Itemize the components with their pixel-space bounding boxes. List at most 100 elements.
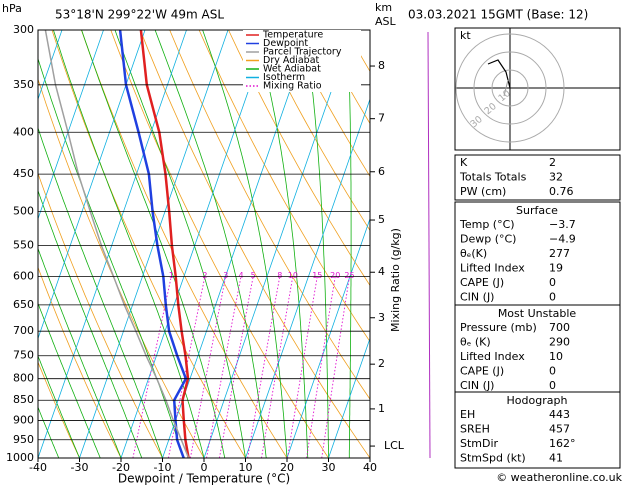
wet-adiabat	[369, 443, 370, 458]
y-tick-label: 750	[13, 349, 34, 362]
x-tick-label: 40	[363, 461, 377, 474]
row-label: θₑ(K)	[460, 247, 487, 260]
mixing-ratio-line	[321, 276, 350, 458]
km-label: km	[375, 1, 392, 14]
km-tick-label: 3	[378, 311, 385, 324]
row-value: 0	[549, 276, 556, 289]
lcl-label: LCL	[384, 439, 405, 452]
storm-motion	[503, 79, 509, 97]
wet-adiabat	[38, 406, 60, 458]
row-value: −3.7	[549, 218, 576, 231]
row-label: StmDir	[460, 437, 499, 450]
row-value: 41	[549, 452, 563, 465]
hodo-ring	[473, 51, 547, 125]
mixing-ratio-label: 1	[169, 271, 174, 280]
row-value: 10	[549, 350, 563, 363]
row-label: CIN (J)	[460, 379, 494, 392]
row-label: StmSpd (kt)	[460, 452, 526, 465]
legend-label: Temperature	[262, 30, 323, 41]
row-value: 19	[549, 262, 563, 275]
isotherm	[328, 337, 370, 458]
mixing-ratio-label: 3	[223, 271, 228, 280]
y-tick-label: 500	[13, 205, 34, 218]
y-tick-label: 350	[13, 78, 34, 91]
legend-label: Parcel Trajectory	[263, 47, 342, 58]
wind-profile	[427, 31, 431, 459]
wet-adiabat	[38, 57, 184, 458]
x-tick-label: -10	[154, 461, 172, 474]
indices-table: K 2 Totals Totals 32 PW (cm) 0.76 SurfaceTemp …	[454, 154, 621, 469]
row-label: PW (cm)	[460, 185, 506, 198]
mixing-ratio-label: 8	[277, 271, 282, 280]
y-tick-label: 300	[13, 23, 34, 36]
dry-adiabat	[228, 30, 370, 287]
profile-line	[139, 30, 190, 458]
row-label: Lifted Index	[460, 350, 525, 363]
legend-box	[243, 30, 361, 92]
y-tick-label: 1000	[6, 451, 34, 464]
km-tick-label: 6	[378, 165, 385, 178]
y-tick-label: 450	[13, 167, 34, 180]
table-box	[454, 391, 621, 469]
wet-adiabat	[81, 30, 226, 458]
y-tick-label: 850	[13, 393, 34, 406]
row-value: −4.9	[549, 233, 576, 246]
x-tick-label: -20	[112, 461, 130, 474]
mixing-ratio-label: 20	[330, 271, 340, 280]
row-value: 32	[549, 171, 563, 184]
row-value: 700	[549, 321, 570, 334]
mixing-ratio-line	[218, 276, 254, 458]
mixing-ratio-label: 15	[312, 271, 322, 280]
km-tick-label: 2	[378, 357, 385, 370]
section-title: Hodograph	[507, 394, 568, 407]
y-tick-label: 650	[13, 298, 34, 311]
hodo-ring	[491, 69, 529, 107]
y-tick-label: 550	[13, 238, 34, 251]
mixing-ratio-label: 10	[288, 271, 298, 280]
isotherm	[120, 30, 270, 458]
km-tick-label: 7	[378, 112, 385, 125]
km-tick-label: 8	[378, 59, 385, 72]
row-label: Dewp (°C)	[460, 233, 516, 246]
y-tick-label: 600	[13, 269, 34, 282]
isotherm	[245, 97, 370, 458]
isotherm	[38, 30, 187, 458]
mixing-ratio-line	[261, 276, 294, 458]
row-label: EH	[460, 408, 475, 421]
section-title: Surface	[516, 204, 558, 217]
row-value: 2	[549, 156, 556, 169]
dry-adiabat	[257, 30, 370, 232]
row-value: 0.76	[549, 185, 574, 198]
row-label: Lifted Index	[460, 262, 525, 275]
km-label: ASL	[375, 15, 397, 28]
km-tick-label: 4	[378, 265, 385, 278]
footer: © weatheronline.co.uk	[496, 471, 622, 484]
hodograph-frame	[454, 27, 621, 151]
mixing-ratio-line	[189, 276, 227, 458]
mixing-ratio-line	[287, 276, 318, 458]
dry-adiabat	[198, 30, 370, 343]
row-value: 277	[549, 247, 570, 260]
y-tick-label: 900	[13, 414, 34, 427]
row-value: 457	[549, 423, 570, 436]
mixing-ratio-line	[306, 276, 336, 458]
chart-title: 53°18'N 299°22'W 49m ASL	[55, 8, 224, 22]
row-label: K	[460, 156, 468, 169]
row-label: CIN (J)	[460, 291, 494, 304]
x-tick-label: 30	[322, 461, 336, 474]
km-tick-label: 1	[378, 402, 385, 415]
row-label: CAPE (J)	[460, 365, 504, 378]
isotherm	[203, 30, 353, 458]
x-tick-label: 20	[280, 461, 294, 474]
row-value: 290	[549, 336, 570, 349]
isotherm	[38, 30, 104, 220]
y-tick-label: 700	[13, 324, 34, 337]
row-label: Totals Totals	[459, 171, 527, 184]
row-value: 0	[549, 365, 556, 378]
legend-label: Dewpoint	[263, 38, 308, 49]
isotherm	[79, 30, 229, 458]
dry-adiabat	[287, 30, 370, 178]
wet-adiabat	[304, 30, 329, 458]
mixing-ratio-label: 5	[251, 271, 256, 280]
